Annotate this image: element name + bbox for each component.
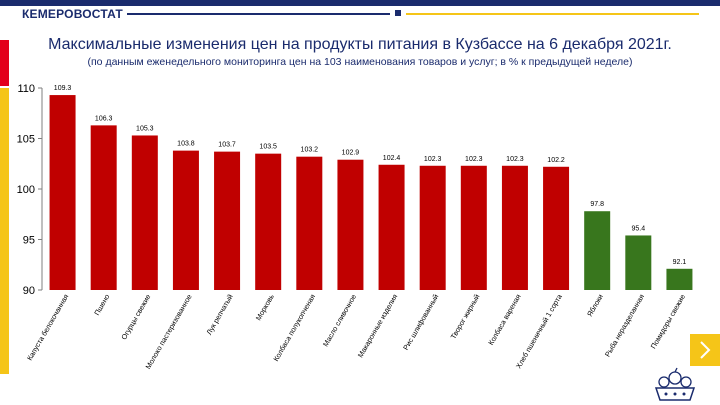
chart-title: Максимальные изменения цен на продукты п… — [48, 36, 672, 53]
bar — [543, 166, 570, 290]
bar — [172, 150, 199, 290]
x-tick-label: Помидоры свежие — [649, 293, 688, 351]
header-divider-square — [395, 10, 401, 16]
x-tick-label: Рыба неразделанная — [603, 292, 646, 358]
data-label: 109.3 — [54, 85, 72, 92]
data-label: 102.3 — [424, 156, 442, 163]
header-top-strip — [0, 0, 720, 6]
data-label: 92.1 — [673, 259, 687, 266]
bar — [337, 159, 364, 290]
header-bar: КЕМЕРОВОСТАТ — [0, 0, 720, 26]
bar — [49, 95, 76, 290]
y-tick-label: 95 — [23, 235, 35, 247]
x-tick-label: Хлеб пшеничный 1 сорта — [514, 292, 564, 369]
x-tick-label: Пшено — [92, 293, 111, 317]
data-label: 102.3 — [465, 156, 483, 163]
chart-subtitle: (по данным еженедельного мониторинга цен… — [87, 56, 633, 68]
x-tick-label: Капуста белокочанная — [25, 292, 70, 362]
food-basket-icon — [654, 367, 696, 401]
bar — [296, 156, 323, 290]
x-tick-label: Морковь — [254, 292, 276, 322]
bar — [666, 268, 693, 290]
x-tick-label: Рис шлифованный — [401, 293, 440, 352]
x-tick-label: Молоко пастеризованное — [143, 292, 193, 370]
bar — [255, 153, 282, 290]
data-label: 102.4 — [383, 155, 401, 162]
side-accent-red — [0, 40, 9, 86]
bar — [378, 164, 405, 290]
x-tick-label: Яблоки — [585, 293, 605, 319]
brand-name: КЕМЕРОВОСТАТ — [22, 7, 123, 21]
data-label: 103.5 — [259, 144, 277, 151]
data-label: 106.3 — [95, 115, 113, 122]
header-divider-blue — [127, 13, 390, 15]
bar — [419, 165, 446, 290]
x-tick-label: Лук репчатый — [204, 293, 235, 337]
y-tick-label: 90 — [23, 285, 35, 297]
bar — [460, 165, 487, 290]
header-divider-yellow — [406, 13, 699, 15]
data-label: 103.8 — [177, 141, 195, 148]
chevron-right-icon — [700, 341, 711, 359]
next-slide-button[interactable] — [690, 334, 720, 366]
x-tick-label: Колбаса полукопченая — [271, 292, 317, 362]
data-label: 103.7 — [218, 142, 236, 149]
bar — [625, 235, 652, 290]
x-tick-label: Масло сливочное — [321, 293, 358, 349]
data-label: 102.9 — [342, 150, 360, 157]
y-tick-label: 110 — [17, 83, 35, 95]
bar — [90, 125, 117, 291]
data-label: 102.3 — [506, 156, 524, 163]
bar — [584, 211, 611, 290]
bar — [214, 151, 241, 290]
y-tick-label: 100 — [17, 184, 35, 196]
x-tick-label: Огурцы свежие — [119, 293, 152, 342]
side-accent-yellow — [0, 88, 9, 374]
data-label: 97.8 — [590, 201, 604, 208]
data-label: 102.2 — [547, 157, 565, 164]
y-tick-label: 105 — [17, 134, 35, 146]
x-tick-label: Колбаса вареная — [486, 292, 523, 346]
bar — [501, 165, 528, 290]
x-tick-label: Творог жирный — [449, 293, 482, 341]
x-tick-label: Макаронные изделия — [356, 292, 400, 359]
data-label: 103.2 — [301, 147, 319, 154]
bar — [131, 135, 158, 290]
data-label: 95.4 — [632, 225, 646, 232]
data-label: 105.3 — [136, 125, 154, 132]
